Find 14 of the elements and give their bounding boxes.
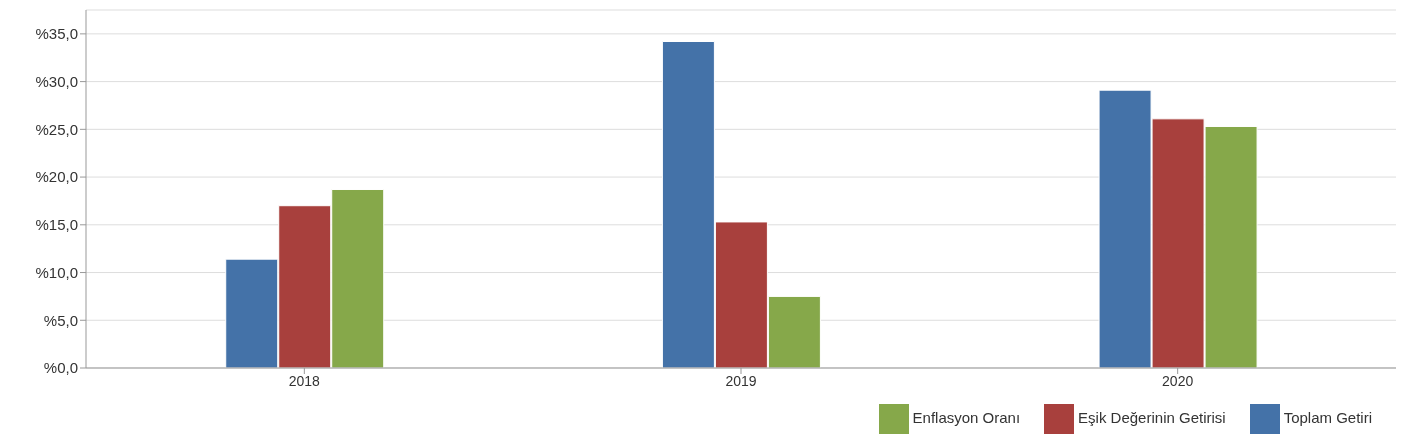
y-tick-label: %0,0 xyxy=(43,359,78,377)
x-tick-label: 2018 xyxy=(288,372,321,389)
y-tick-label: %20,0 xyxy=(35,168,78,186)
y-tick-label: %15,0 xyxy=(35,216,78,234)
legend-label: Enflasyon Oranı xyxy=(912,408,1021,426)
y-tick-label: %30,0 xyxy=(35,72,78,90)
y-tick-label: %10,0 xyxy=(35,263,78,281)
legend-label: Eşik Değerinin Getirisi xyxy=(1078,408,1226,426)
x-tick-label: 2020 xyxy=(1162,372,1194,389)
y-tick-label: %25,0 xyxy=(35,120,78,138)
y-tick-label: %5,0 xyxy=(43,311,78,329)
legend-label: Toplam Getiri xyxy=(1283,408,1372,426)
y-tick-label: %35,0 xyxy=(35,25,78,43)
x-tick-label: 2019 xyxy=(725,372,757,389)
